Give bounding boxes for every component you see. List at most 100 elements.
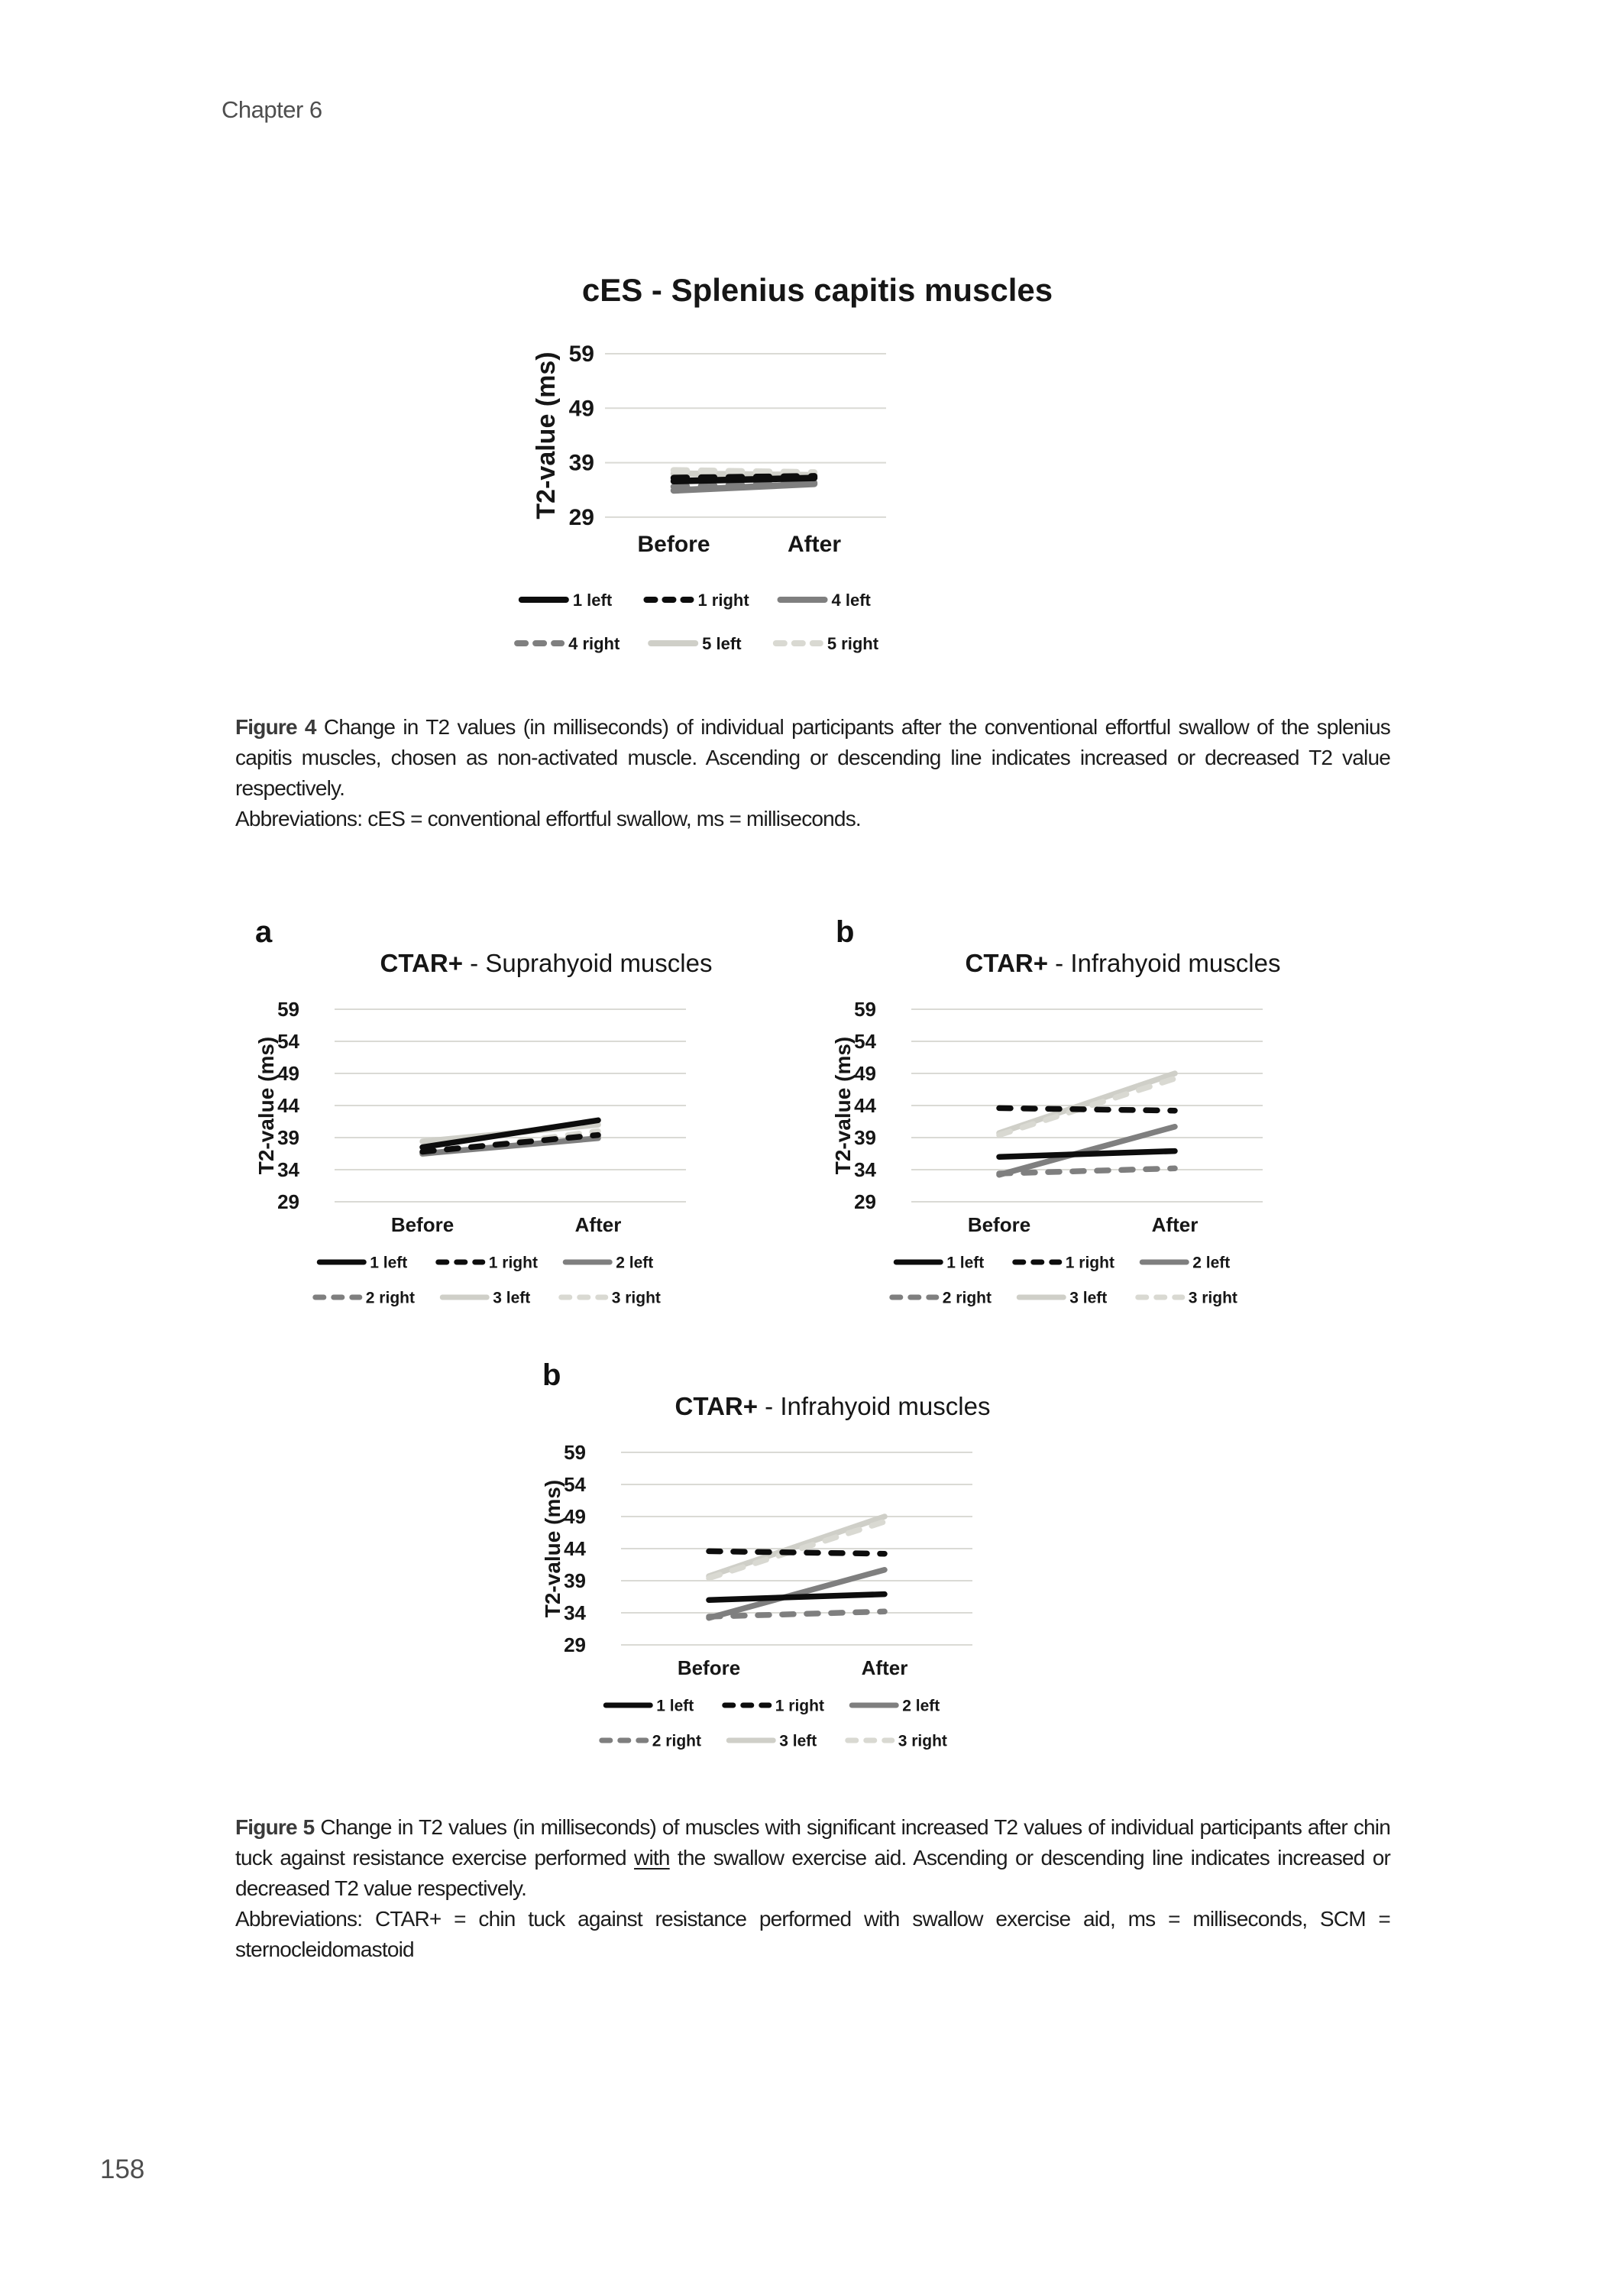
y-tick-label: 39: [569, 451, 594, 476]
legend-label-3-right: 3 right: [612, 1290, 661, 1307]
figure5-body-after: the swallow exercise aid. Ascending or d…: [235, 1846, 1391, 1900]
panel-label-b-duplicate: b: [542, 1358, 561, 1392]
series-line-1-right: [670, 473, 818, 481]
chart-title: CTAR+ - Infrahyoid muscles: [675, 1392, 991, 1420]
figure4-caption: Figure 4 Change in T2 values (in millise…: [235, 712, 1391, 804]
figure5-body-before: Change in T2 values (in milliseconds) of…: [235, 1815, 1391, 1870]
legend-label-1-right: 1 right: [489, 1254, 538, 1272]
y-tick-label: 34: [854, 1158, 876, 1181]
legend-label-1-left: 1 left: [946, 1254, 984, 1272]
chart-ctar-suprahyoid: CTAR+ - Suprahyoid muscles T2-value (ms) 5…: [252, 917, 802, 1314]
y-tick-label: 59: [569, 342, 594, 367]
y-tick-label: 29: [569, 505, 594, 530]
legend-label-4-right: 4 right: [568, 634, 620, 653]
legend-label-5-right: 5 right: [827, 634, 879, 653]
legend-label-1-left: 1 left: [573, 591, 613, 610]
legend-label-4-left: 4 left: [832, 591, 872, 610]
legend-label-3-left: 3 left: [779, 1733, 817, 1750]
x-category-label: Before: [678, 1656, 740, 1679]
legend-label-1-right: 1 right: [1066, 1254, 1114, 1272]
chart-title: CTAR+ - Suprahyoid muscles: [380, 949, 713, 977]
chart-canvas-ces-splenius: cES - Splenius capitis muscles T2-value (…: [514, 272, 1053, 653]
y-tick-label: 54: [564, 1473, 586, 1496]
series-line-2-left: [706, 1566, 888, 1621]
legend-label-2-left: 2 left: [902, 1698, 940, 1715]
y-tick-label: 49: [854, 1062, 876, 1085]
y-tick-label: 59: [564, 1441, 586, 1464]
y-tick-label: 59: [854, 998, 876, 1021]
series-line-1-right: [419, 1131, 601, 1155]
y-tick-label: 39: [277, 1126, 299, 1149]
legend-label-3-right: 3 right: [898, 1733, 947, 1750]
y-tick-label: 39: [854, 1126, 876, 1149]
series-line-3-right: [996, 1075, 1178, 1138]
chart-title: cES - Splenius capitis muscles: [582, 272, 1053, 308]
y-tick-label: 59: [277, 998, 299, 1021]
y-tick-label: 49: [277, 1062, 299, 1085]
series-line-4-right: [670, 479, 818, 490]
y-axis-label: T2-value (ms): [831, 1037, 855, 1175]
figure5-abbreviations: Abbreviations: CTAR+ = chin tuck against…: [235, 1907, 1391, 1961]
x-category-label: Before: [968, 1213, 1030, 1236]
figure4-body: Change in T2 values (in milliseconds) of…: [235, 715, 1391, 800]
legend-label-1-right: 1 right: [697, 591, 749, 610]
x-category-label: Before: [637, 532, 710, 557]
x-category-label: After: [862, 1656, 908, 1679]
y-tick-label: 49: [564, 1505, 586, 1528]
legend-label-1-right: 1 right: [775, 1698, 824, 1715]
series-line-3-right: [706, 1518, 888, 1581]
chart-ctar-infrahyoid: CTAR+ - Infrahyoid muscles T2-value (ms) 5…: [829, 917, 1379, 1314]
x-category-label: After: [1152, 1213, 1199, 1236]
legend-label-1-left: 1 left: [370, 1254, 407, 1272]
figure5-underlined-word: with: [634, 1846, 670, 1870]
y-tick-label: 44: [277, 1094, 299, 1117]
y-tick-label: 34: [564, 1601, 586, 1624]
x-category-label: After: [575, 1213, 622, 1236]
y-tick-label: 49: [569, 396, 594, 421]
y-tick-label: 39: [564, 1569, 586, 1592]
chart-title: CTAR+ - Infrahyoid muscles: [966, 949, 1281, 977]
y-tick-label: 29: [277, 1190, 299, 1213]
figure5-caption: Figure 5 Change in T2 values (in millise…: [235, 1812, 1391, 1904]
legend-label-2-right: 2 right: [652, 1733, 701, 1750]
series-line-1-left: [996, 1148, 1178, 1160]
y-tick-label: 54: [854, 1030, 876, 1053]
legend-label-2-right: 2 right: [366, 1290, 415, 1307]
legend-label-2-right: 2 right: [943, 1290, 992, 1307]
y-axis-label: T2-value (ms): [532, 351, 561, 519]
legend-label-3-left: 3 left: [493, 1290, 530, 1307]
chart-ctar-infrahyoid-duplicate: CTAR+ - Infrahyoid muscles T2-value (ms) 5…: [539, 1360, 1089, 1757]
page-number: 158: [100, 2154, 145, 2184]
series-line-2-right: [996, 1165, 1178, 1177]
y-axis-label: T2-value (ms): [541, 1480, 565, 1618]
series-line-2-right: [706, 1608, 888, 1620]
y-tick-label: 44: [564, 1537, 586, 1560]
panel-label-a: a: [255, 915, 273, 949]
legend-label-1-left: 1 left: [656, 1698, 694, 1715]
series-line-1-right: [706, 1548, 888, 1557]
figure5-label: Figure 5: [235, 1815, 315, 1839]
y-tick-label: 29: [854, 1190, 876, 1213]
legend-label-3-right: 3 right: [1189, 1290, 1237, 1307]
series-line-1-left: [706, 1591, 888, 1603]
series-line-2-left: [996, 1123, 1178, 1178]
series-line-5-right: [670, 467, 818, 476]
series-line-1-left: [419, 1117, 601, 1151]
x-category-label: Before: [391, 1213, 454, 1236]
x-category-label: After: [788, 532, 841, 557]
legend-label-2-left: 2 left: [1192, 1254, 1230, 1272]
y-tick-label: 44: [854, 1094, 876, 1117]
y-axis-label: T2-value (ms): [254, 1037, 278, 1175]
chart-ces-splenius: cES - Splenius capitis muscles T2-value (…: [474, 252, 1123, 695]
y-tick-label: 54: [277, 1030, 299, 1053]
figure4-label: Figure 4: [235, 715, 317, 739]
figure4-abbreviations: Abbreviations: cES = conventional effort…: [235, 807, 862, 830]
legend-label-3-left: 3 left: [1069, 1290, 1107, 1307]
legend-label-5-left: 5 left: [702, 634, 742, 653]
y-tick-label: 34: [277, 1158, 299, 1181]
panel-label-b: b: [836, 915, 855, 949]
